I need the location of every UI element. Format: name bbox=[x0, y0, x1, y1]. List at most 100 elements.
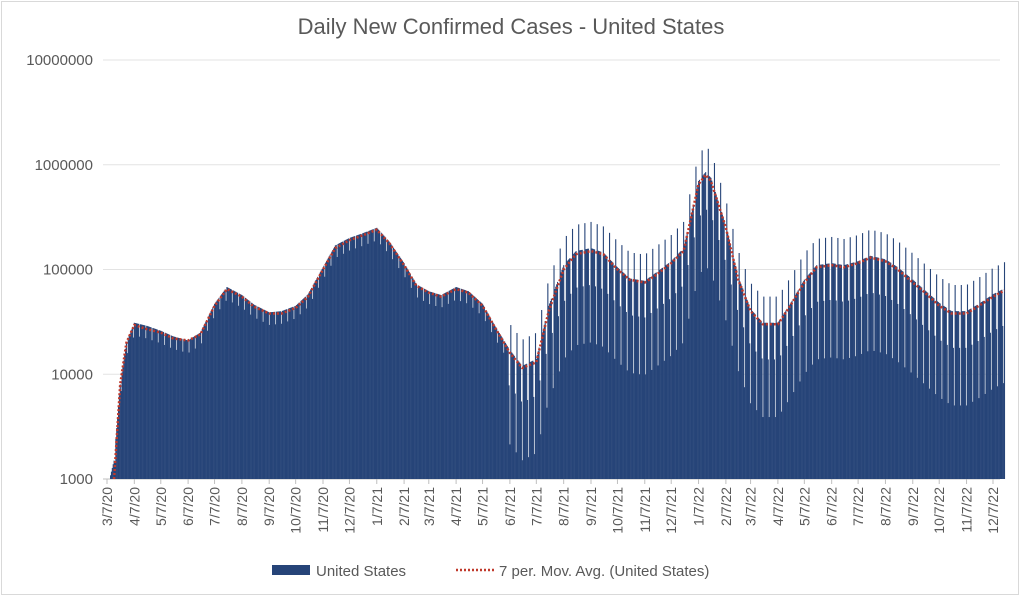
bar bbox=[790, 302, 792, 479]
bar bbox=[820, 264, 822, 479]
bar bbox=[186, 340, 188, 479]
bar bbox=[318, 287, 320, 479]
bar bbox=[497, 342, 499, 479]
bar bbox=[680, 250, 682, 479]
bar bbox=[147, 326, 149, 479]
bar bbox=[783, 313, 785, 479]
bar bbox=[214, 303, 216, 479]
bar bbox=[564, 300, 566, 479]
bar bbox=[169, 334, 171, 479]
bar bbox=[388, 241, 390, 479]
bar bbox=[458, 287, 460, 479]
bar bbox=[724, 259, 726, 479]
bar bbox=[325, 262, 327, 479]
bar bbox=[737, 371, 739, 479]
bar bbox=[677, 253, 679, 479]
bar bbox=[368, 230, 370, 479]
bar bbox=[761, 358, 763, 479]
bar bbox=[847, 264, 849, 479]
bar bbox=[914, 281, 917, 479]
bar bbox=[738, 252, 740, 479]
bar bbox=[138, 323, 140, 479]
bar bbox=[859, 260, 861, 479]
bar bbox=[398, 268, 400, 479]
bar bbox=[928, 330, 930, 479]
bar bbox=[378, 229, 380, 479]
x-tick-label: 8/7/21 bbox=[556, 487, 572, 526]
bar bbox=[162, 331, 165, 479]
bar bbox=[293, 319, 295, 479]
bar bbox=[944, 306, 946, 479]
bar bbox=[532, 360, 534, 479]
bar bbox=[926, 292, 928, 479]
bar bbox=[944, 307, 946, 479]
bar bbox=[877, 257, 879, 479]
bar bbox=[789, 303, 791, 479]
bar bbox=[377, 228, 379, 479]
bar bbox=[765, 322, 768, 479]
bar bbox=[332, 250, 334, 479]
bar bbox=[741, 286, 743, 479]
bar bbox=[988, 296, 991, 479]
bar bbox=[233, 290, 235, 479]
bar bbox=[626, 370, 628, 479]
bar bbox=[620, 364, 622, 479]
bar bbox=[660, 269, 662, 479]
bar bbox=[657, 365, 659, 479]
bar bbox=[335, 244, 337, 479]
bar bbox=[376, 227, 378, 479]
bar bbox=[129, 333, 131, 479]
bar bbox=[462, 289, 464, 479]
bar bbox=[346, 239, 348, 479]
bar bbox=[137, 323, 139, 479]
bar bbox=[714, 192, 716, 480]
bar bbox=[181, 338, 183, 479]
bar bbox=[757, 290, 759, 479]
bar bbox=[661, 267, 664, 479]
legend-label-moving-average: 7 per. Mov. Avg. (United States) bbox=[499, 563, 709, 580]
bar bbox=[655, 272, 657, 479]
bar bbox=[492, 322, 494, 479]
bar bbox=[715, 194, 717, 479]
bar bbox=[516, 332, 518, 479]
bar bbox=[713, 280, 715, 479]
bar bbox=[876, 257, 878, 479]
bar bbox=[636, 279, 638, 479]
bar bbox=[638, 374, 641, 479]
bar bbox=[261, 308, 263, 479]
bar bbox=[983, 336, 985, 479]
bar bbox=[447, 303, 449, 479]
bar bbox=[678, 252, 680, 479]
bar bbox=[534, 333, 537, 479]
bar bbox=[602, 226, 604, 479]
bar bbox=[350, 237, 352, 479]
bar bbox=[653, 274, 655, 479]
bar bbox=[895, 266, 897, 479]
bar bbox=[323, 265, 325, 479]
bar bbox=[973, 306, 976, 479]
bar bbox=[712, 220, 714, 479]
bar bbox=[218, 297, 220, 479]
bar bbox=[423, 288, 425, 479]
bar bbox=[493, 324, 495, 479]
bar bbox=[155, 329, 157, 479]
bar bbox=[159, 330, 161, 479]
bar bbox=[420, 286, 422, 479]
bar bbox=[148, 326, 150, 479]
x-tick-label: 4/7/22 bbox=[770, 487, 786, 526]
bar bbox=[247, 299, 249, 479]
bar bbox=[606, 256, 608, 479]
bar bbox=[429, 304, 431, 479]
bar bbox=[328, 256, 330, 479]
bar bbox=[270, 312, 272, 479]
bar bbox=[192, 337, 194, 479]
bar bbox=[870, 256, 872, 479]
bar bbox=[417, 285, 419, 479]
bar bbox=[235, 291, 237, 479]
bar bbox=[982, 300, 984, 479]
bar bbox=[642, 280, 644, 479]
bar bbox=[336, 257, 338, 479]
bar bbox=[817, 359, 820, 479]
bar bbox=[607, 293, 609, 479]
bar bbox=[708, 175, 710, 480]
